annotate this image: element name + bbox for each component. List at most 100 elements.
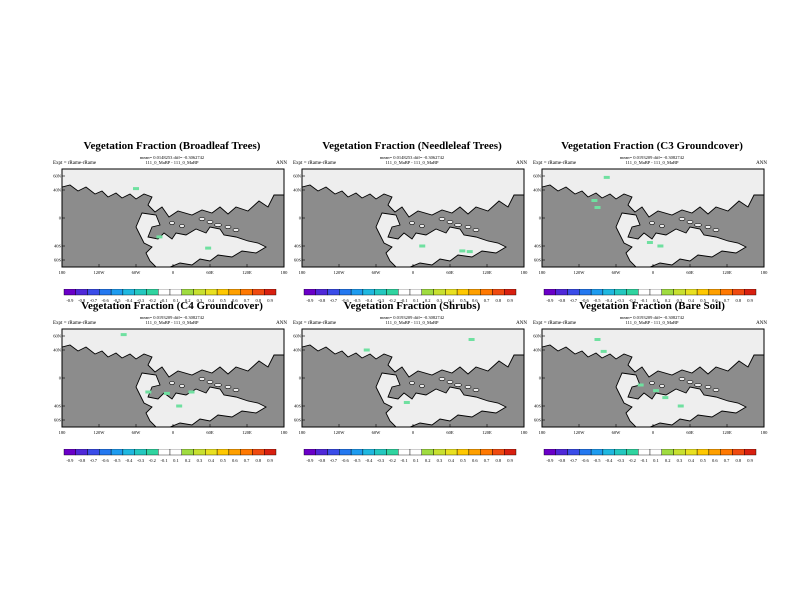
colorbar: -0.9 -0.8 -0.7 -0.6 -0.5 -0.4 -0.3 -0.2 -0.1 0.1 0… xyxy=(303,289,517,303)
colorbar-swatch-10 xyxy=(661,449,674,456)
colorbar-swatch-15 xyxy=(480,449,493,456)
x-tick-label-5: 120E xyxy=(722,430,732,435)
y-tick-label-0: 60N xyxy=(533,334,542,339)
x-tick-label-4: 60E xyxy=(686,430,694,435)
x-tick-label-2: 60W xyxy=(132,270,142,275)
colorbar-label-0: -0.9 xyxy=(546,458,554,463)
colorbar-swatch-6 xyxy=(374,449,387,456)
colorbar-label-11: 0.3 xyxy=(197,298,203,303)
colorbar-swatch-16 xyxy=(732,289,745,296)
map-plot: 60N 40N 0 40S 60S 180 120W 60W 0 60E 120E 180 xyxy=(293,328,528,435)
colorbar-swatch-7 xyxy=(146,289,159,296)
colorbar-swatch-6 xyxy=(614,289,627,296)
panel-title: Vegetation Fraction (Broadleaf Trees) xyxy=(83,140,261,152)
colorbar-label-16: 0.8 xyxy=(496,458,502,463)
colorbar-label-15: 0.7 xyxy=(484,298,490,303)
y-tick-label-0: 60N xyxy=(293,334,302,339)
colorbar-label-14: 0.6 xyxy=(232,458,238,463)
colorbar-label-10: 0.2 xyxy=(185,298,191,303)
colorbar-label-3: -0.6 xyxy=(582,298,590,303)
colorbar-swatch-13 xyxy=(456,449,470,456)
colorbar-swatch-17 xyxy=(264,449,277,456)
runs-line: 111_0_MaBP - 111_0_MaBP xyxy=(625,160,679,165)
island-3 xyxy=(464,385,472,389)
season-label: ANN xyxy=(276,161,287,166)
colorbar-label-8: -0.1 xyxy=(161,298,168,303)
map-plot: 60N 40N 0 40S 60S 180 120W 60W 0 60E 120E 180 xyxy=(53,168,288,275)
colorbar-label-7: -0.2 xyxy=(149,458,156,463)
colorbar-label-15: 0.7 xyxy=(724,298,730,303)
island-1 xyxy=(206,220,214,224)
diff-patch-2 xyxy=(603,175,610,179)
colorbar-label-13: 0.5 xyxy=(460,458,466,463)
x-tick-label-0: 180 xyxy=(59,430,67,435)
panel-stats: mean= 0.0193209 diff= -0.3082742 111_0_M… xyxy=(107,315,237,325)
x-tick-label-3: 0 xyxy=(172,430,175,435)
expt-label: Expt = rRame-rRame xyxy=(533,161,577,166)
x-tick-label-0: 180 xyxy=(299,270,307,275)
expt-label: Expt = rRame-rRame xyxy=(533,321,577,326)
colorbar-label-0: -0.9 xyxy=(306,298,314,303)
colorbar-swatch-14 xyxy=(228,289,241,296)
colorbar-label-14: 0.6 xyxy=(472,458,478,463)
island-3 xyxy=(704,385,712,389)
colorbar-label-6: -0.3 xyxy=(617,458,625,463)
colorbar-swatch-1 xyxy=(315,449,328,456)
colorbar-swatch-12 xyxy=(445,449,458,456)
colorbar-swatch-8 xyxy=(158,449,171,456)
colorbar-swatch-9 xyxy=(409,289,422,296)
colorbar-swatch-13 xyxy=(456,289,470,296)
colorbar-swatch-16 xyxy=(492,289,505,296)
colorbar-label-6: -0.3 xyxy=(137,458,145,463)
diff-patch-4 xyxy=(657,244,664,248)
colorbar-swatch-3 xyxy=(99,449,112,456)
colorbar-label-4: -0.5 xyxy=(593,298,601,303)
colorbar-swatch-4 xyxy=(590,289,604,296)
x-tick-label-5: 120E xyxy=(242,430,252,435)
colorbar-swatch-12 xyxy=(685,289,698,296)
diff-patch-0 xyxy=(363,348,370,352)
x-tick-label-1: 120W xyxy=(574,430,586,435)
colorbar-swatch-1 xyxy=(555,449,568,456)
stats-line: mean= 0.0193209 diff= -0.3082742 xyxy=(619,155,685,160)
diff-patch-5 xyxy=(677,404,684,408)
colorbar-label-16: 0.8 xyxy=(256,458,262,463)
northern-landmass xyxy=(541,168,765,218)
colorbar-swatch-14 xyxy=(708,289,721,296)
colorbar-label-9: 0.1 xyxy=(653,458,659,463)
colorbar-label-5: -0.4 xyxy=(125,298,133,303)
colorbar-swatch-3 xyxy=(579,289,592,296)
x-tick-label-2: 60W xyxy=(372,270,382,275)
colorbar-label-10: 0.2 xyxy=(665,458,671,463)
colorbar-label-4: -0.5 xyxy=(353,458,361,463)
colorbar-label-10: 0.2 xyxy=(425,298,431,303)
colorbar-swatch-10 xyxy=(421,289,434,296)
island-1 xyxy=(686,220,694,224)
northern-landmass xyxy=(301,328,525,378)
island-2 xyxy=(214,223,222,227)
x-tick-label-4: 60E xyxy=(206,430,214,435)
x-tick-label-4: 60E xyxy=(206,270,214,275)
diff-patch-1 xyxy=(594,338,601,341)
runs-line: 111_0_MaBP - 111_0_MaBP xyxy=(145,320,199,325)
x-tick-label-5: 120E xyxy=(482,430,492,435)
y-tick-label-3: 40S xyxy=(294,404,302,409)
colorbar-label-0: -0.9 xyxy=(66,298,74,303)
x-tick-label-1: 120W xyxy=(574,270,586,275)
season-label: ANN xyxy=(516,161,527,166)
runs-line: 111_0_MaBP - 111_0_MaBP xyxy=(385,320,439,325)
panel-stats: mean= 0.0193209 diff= -0.3082742 111_0_M… xyxy=(347,315,477,325)
colorbar-swatch-2 xyxy=(87,289,100,296)
colorbar-label-17: 0.9 xyxy=(267,298,273,303)
colorbar-label-15: 0.7 xyxy=(244,458,250,463)
island-3 xyxy=(224,225,232,229)
colorbar: -0.9 -0.8 -0.7 -0.6 -0.5 -0.4 -0.3 -0.2 -0.1 0.1 0… xyxy=(63,289,277,303)
colorbar-label-12: 0.4 xyxy=(688,298,694,303)
x-tick-label-6: 180 xyxy=(761,430,769,435)
x-tick-label-5: 120E xyxy=(242,270,252,275)
x-tick-label-1: 120W xyxy=(94,270,106,275)
colorbar-swatch-11 xyxy=(193,289,206,296)
panel-title: Vegetation Fraction (Bare Soil) xyxy=(579,300,725,312)
diff-patch-0 xyxy=(133,187,139,191)
colorbar-swatch-13 xyxy=(696,449,710,456)
